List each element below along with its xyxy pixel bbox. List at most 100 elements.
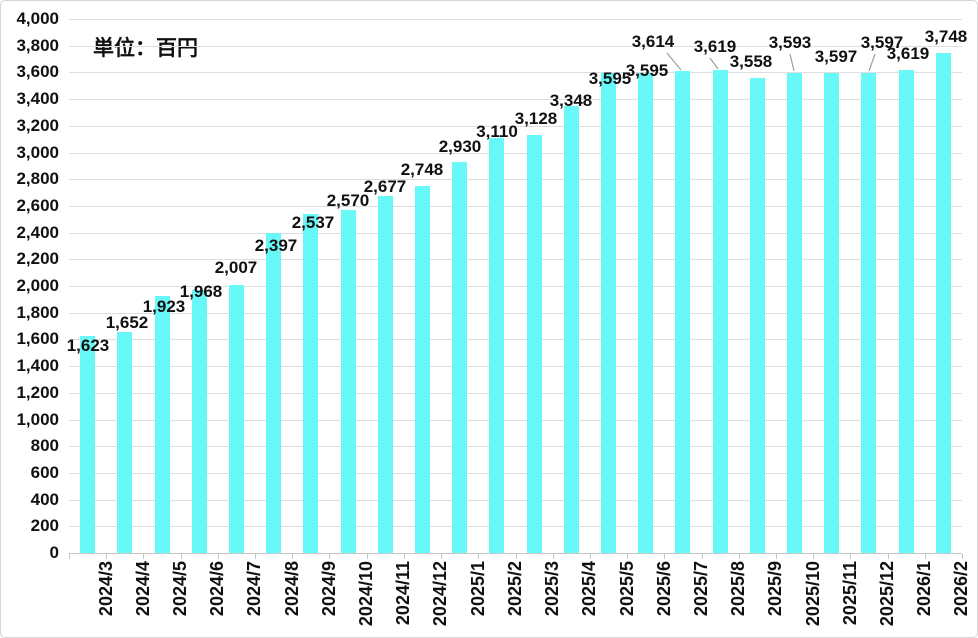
bar-value-label: 3,748 — [924, 27, 968, 46]
bar-2025/7[interactable] — [675, 70, 691, 553]
bar-value-label: 3,619 — [886, 44, 930, 63]
bar-2024/7[interactable] — [228, 285, 244, 553]
y-axis-tick-label: 2,400 — [16, 223, 59, 242]
x-axis-category-label: 2024/4 — [133, 561, 153, 617]
x-axis-category-label: 2025/3 — [542, 561, 562, 617]
y-axis-tick-label: 3,400 — [16, 89, 59, 108]
y-axis-tick-label: 1,200 — [16, 383, 59, 402]
y-axis-tick-label: 2,600 — [16, 196, 59, 215]
bar-value-label: 2,677 — [363, 177, 407, 196]
y-axis-tick-label: 4,000 — [16, 9, 59, 28]
bar-2024/9[interactable] — [303, 214, 319, 553]
bar-value-label: 3,619 — [693, 37, 737, 56]
x-axis-category-label: 2025/11 — [840, 561, 860, 626]
bar-2025/12[interactable] — [861, 72, 877, 553]
x-axis-category-label: 2024/11 — [393, 561, 413, 626]
x-axis-category-label: 2024/10 — [356, 561, 376, 627]
bar-2025/1[interactable] — [452, 161, 468, 553]
bar-2024/6[interactable] — [191, 290, 207, 553]
bar-2025/9[interactable] — [749, 78, 765, 553]
bar-2026/2[interactable] — [935, 52, 951, 553]
bar-2025/5[interactable] — [601, 73, 617, 553]
x-axis-tick — [516, 554, 517, 559]
x-axis-tick — [627, 554, 628, 559]
y-axis-tick-label: 1,800 — [16, 303, 59, 322]
bar-value-label: 2,007 — [214, 258, 258, 277]
x-axis-category-label: 2025/12 — [877, 561, 897, 627]
x-axis-category-label: 2025/10 — [803, 561, 823, 627]
y-axis-tick-label: 2,200 — [16, 249, 59, 268]
bar-2025/11[interactable] — [824, 72, 840, 553]
bar-value-label: 1,923 — [142, 297, 186, 316]
bar-value-label: 3,593 — [768, 33, 812, 52]
x-axis-category-label: 2025/2 — [505, 561, 525, 617]
bar-2024/8[interactable] — [266, 233, 282, 553]
y-axis-tick-label: 3,000 — [16, 143, 59, 162]
x-axis-category-label: 2026/2 — [951, 561, 971, 617]
bar-2024/10[interactable] — [340, 209, 356, 553]
bar-value-label: 3,128 — [514, 109, 558, 128]
x-axis-tick — [478, 554, 479, 559]
x-axis-category-label: 2024/7 — [244, 561, 264, 617]
bar-2024/4[interactable] — [117, 332, 133, 553]
x-axis-tick — [441, 554, 442, 559]
y-axis-tick-label: 0 — [49, 543, 59, 562]
x-axis-category-label: 2025/7 — [691, 561, 711, 617]
x-axis-line — [69, 553, 962, 554]
y-axis-tick-label: 400 — [30, 490, 59, 509]
x-axis-tick — [702, 554, 703, 559]
bar-value-label: 2,570 — [326, 191, 370, 210]
bar-2024/11[interactable] — [377, 195, 393, 553]
bar-2026/1[interactable] — [898, 69, 914, 553]
bar-value-label: 3,595 — [625, 61, 669, 80]
bar-2025/6[interactable] — [638, 73, 654, 553]
x-axis-tick — [329, 554, 330, 559]
bar-value-label: 1,623 — [66, 336, 110, 355]
x-axis-category-label: 2025/1 — [468, 561, 488, 617]
bar-value-label: 2,397 — [254, 236, 298, 255]
x-axis-tick — [925, 554, 926, 559]
x-axis-tick — [292, 554, 293, 559]
x-axis-tick — [813, 554, 814, 559]
x-axis-tick — [850, 554, 851, 559]
x-axis-tick — [367, 554, 368, 559]
y-axis-tick-label: 3,800 — [16, 36, 59, 55]
y-axis-tick-label: 1,600 — [16, 329, 59, 348]
x-axis-tick — [255, 554, 256, 559]
y-axis-tick-label: 2,000 — [16, 276, 59, 295]
bar-2025/4[interactable] — [563, 106, 579, 553]
x-axis-tick — [664, 554, 665, 559]
y-axis-tick-label: 1,000 — [16, 410, 59, 429]
bar-value-label: 2,930 — [438, 137, 482, 156]
leader-line — [709, 57, 719, 70]
bar-2025/10[interactable] — [787, 73, 803, 553]
bar-2025/3[interactable] — [526, 135, 542, 553]
leader-line — [789, 53, 795, 72]
x-axis-tick — [181, 554, 182, 559]
bar-value-label: 3,110 — [476, 122, 518, 141]
bar-2024/3[interactable] — [80, 336, 96, 553]
bar-value-label: 3,614 — [631, 32, 675, 51]
bar-value-label: 1,652 — [105, 313, 149, 332]
bar-2025/2[interactable] — [489, 137, 505, 553]
bar-value-label: 2,748 — [400, 160, 444, 179]
x-axis-tick — [143, 554, 144, 559]
y-axis-tick-label: 3,600 — [16, 62, 59, 81]
y-axis-tick-label: 800 — [30, 436, 59, 455]
bar-value-label: 3,597 — [814, 47, 858, 66]
unit-annotation: 単位：百円 — [87, 32, 204, 62]
y-axis-tick-label: 200 — [30, 516, 59, 535]
x-axis-tick — [888, 554, 889, 559]
bar-value-label: 3,597 — [860, 33, 904, 52]
bar-2024/5[interactable] — [154, 296, 170, 553]
bar-value-label: 3,348 — [549, 91, 593, 110]
bar-2024/12[interactable] — [414, 186, 430, 553]
x-axis-category-label: 2024/3 — [96, 561, 116, 617]
x-axis-tick — [106, 554, 107, 559]
x-axis-category-label: 2025/6 — [654, 561, 674, 617]
bar-2025/8[interactable] — [712, 69, 728, 553]
x-axis-tick — [590, 554, 591, 559]
x-axis-category-label: 2024/8 — [282, 561, 302, 617]
x-axis-tick — [776, 554, 777, 559]
